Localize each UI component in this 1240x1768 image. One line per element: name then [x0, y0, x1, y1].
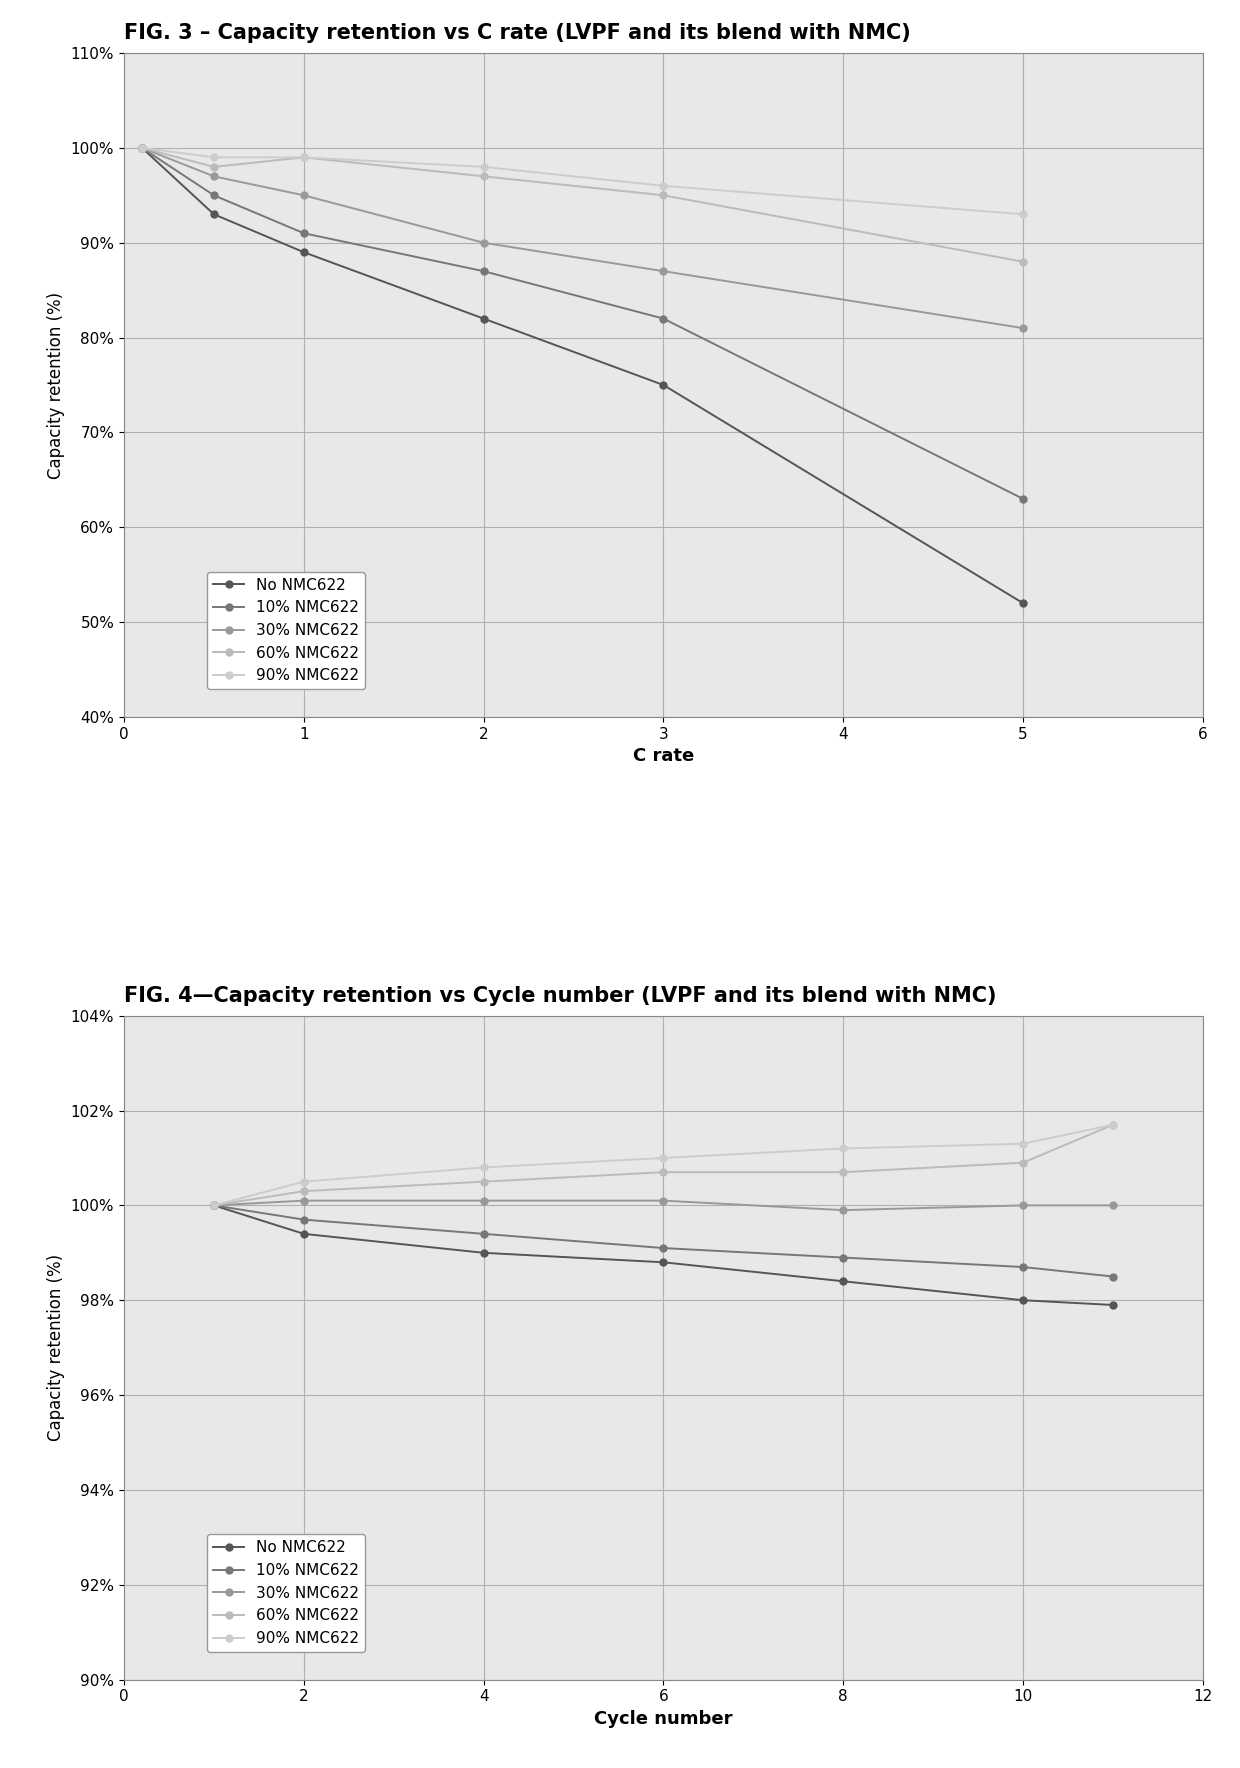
- 90% NMC622: [476, 1156, 491, 1177]
- 60% NMC622: [206, 156, 221, 177]
- Line: 90% NMC622: 90% NMC622: [211, 1121, 1116, 1209]
- No NMC622: [206, 203, 221, 225]
- 90% NMC622: [836, 1139, 851, 1160]
- 60% NMC622: [1105, 1114, 1120, 1135]
- 60% NMC622: [134, 138, 149, 159]
- 10% NMC622: [656, 1238, 671, 1259]
- 30% NMC622: [296, 1190, 311, 1211]
- Text: FIG. 3 – Capacity retention vs C rate (LVPF and its blend with NMC): FIG. 3 – Capacity retention vs C rate (L…: [124, 23, 910, 42]
- Line: No NMC622: No NMC622: [139, 145, 1027, 606]
- 90% NMC622: [206, 1195, 221, 1216]
- 60% NMC622: [1016, 251, 1030, 272]
- Line: 10% NMC622: 10% NMC622: [139, 145, 1027, 502]
- 30% NMC622: [476, 232, 491, 253]
- 60% NMC622: [296, 147, 311, 168]
- 30% NMC622: [656, 260, 671, 281]
- 60% NMC622: [656, 184, 671, 205]
- No NMC622: [476, 1243, 491, 1264]
- 90% NMC622: [656, 175, 671, 196]
- 90% NMC622: [134, 138, 149, 159]
- 10% NMC622: [656, 308, 671, 329]
- 10% NMC622: [134, 138, 149, 159]
- 60% NMC622: [836, 1162, 851, 1183]
- Line: 10% NMC622: 10% NMC622: [211, 1202, 1116, 1280]
- 10% NMC622: [476, 260, 491, 281]
- Y-axis label: Capacity retention (%): Capacity retention (%): [47, 1254, 66, 1441]
- 90% NMC622: [1105, 1114, 1120, 1135]
- 30% NMC622: [476, 1190, 491, 1211]
- Text: FIG. 4—Capacity retention vs Cycle number (LVPF and its blend with NMC): FIG. 4—Capacity retention vs Cycle numbe…: [124, 987, 997, 1006]
- 60% NMC622: [476, 1170, 491, 1192]
- 90% NMC622: [656, 1147, 671, 1169]
- 30% NMC622: [134, 138, 149, 159]
- X-axis label: C rate: C rate: [632, 748, 694, 766]
- X-axis label: Cycle number: Cycle number: [594, 1710, 733, 1727]
- No NMC622: [296, 1223, 311, 1245]
- No NMC622: [656, 375, 671, 396]
- 60% NMC622: [476, 166, 491, 187]
- 30% NMC622: [206, 1195, 221, 1216]
- 30% NMC622: [836, 1199, 851, 1220]
- 30% NMC622: [656, 1190, 671, 1211]
- 60% NMC622: [206, 1195, 221, 1216]
- Y-axis label: Capacity retention (%): Capacity retention (%): [47, 292, 66, 479]
- 60% NMC622: [296, 1181, 311, 1202]
- 60% NMC622: [1016, 1153, 1030, 1174]
- 10% NMC622: [206, 184, 221, 205]
- No NMC622: [206, 1195, 221, 1216]
- No NMC622: [1016, 1289, 1030, 1310]
- Line: 60% NMC622: 60% NMC622: [139, 145, 1027, 265]
- 60% NMC622: [656, 1162, 671, 1183]
- 10% NMC622: [1016, 1257, 1030, 1278]
- Legend: No NMC622, 10% NMC622, 30% NMC622, 60% NMC622, 90% NMC622: No NMC622, 10% NMC622, 30% NMC622, 60% N…: [207, 571, 365, 690]
- No NMC622: [656, 1252, 671, 1273]
- 90% NMC622: [1016, 1133, 1030, 1155]
- 90% NMC622: [1016, 203, 1030, 225]
- No NMC622: [1105, 1294, 1120, 1315]
- 10% NMC622: [1105, 1266, 1120, 1287]
- 10% NMC622: [836, 1246, 851, 1268]
- 30% NMC622: [1016, 318, 1030, 339]
- 90% NMC622: [206, 147, 221, 168]
- 10% NMC622: [296, 1209, 311, 1231]
- 10% NMC622: [1016, 488, 1030, 509]
- No NMC622: [134, 138, 149, 159]
- Line: 30% NMC622: 30% NMC622: [211, 1197, 1116, 1213]
- No NMC622: [476, 308, 491, 329]
- No NMC622: [836, 1271, 851, 1292]
- 10% NMC622: [476, 1223, 491, 1245]
- No NMC622: [1016, 592, 1030, 613]
- 30% NMC622: [1016, 1195, 1030, 1216]
- 90% NMC622: [476, 156, 491, 177]
- 30% NMC622: [296, 184, 311, 205]
- Legend: No NMC622, 10% NMC622, 30% NMC622, 60% NMC622, 90% NMC622: No NMC622, 10% NMC622, 30% NMC622, 60% N…: [207, 1535, 365, 1651]
- 90% NMC622: [296, 147, 311, 168]
- 90% NMC622: [296, 1170, 311, 1192]
- 30% NMC622: [206, 166, 221, 187]
- 10% NMC622: [296, 223, 311, 244]
- Line: 30% NMC622: 30% NMC622: [139, 145, 1027, 332]
- Line: No NMC622: No NMC622: [211, 1202, 1116, 1308]
- Line: 60% NMC622: 60% NMC622: [211, 1121, 1116, 1209]
- No NMC622: [296, 242, 311, 263]
- 30% NMC622: [1105, 1195, 1120, 1216]
- Line: 90% NMC622: 90% NMC622: [139, 145, 1027, 217]
- 10% NMC622: [206, 1195, 221, 1216]
